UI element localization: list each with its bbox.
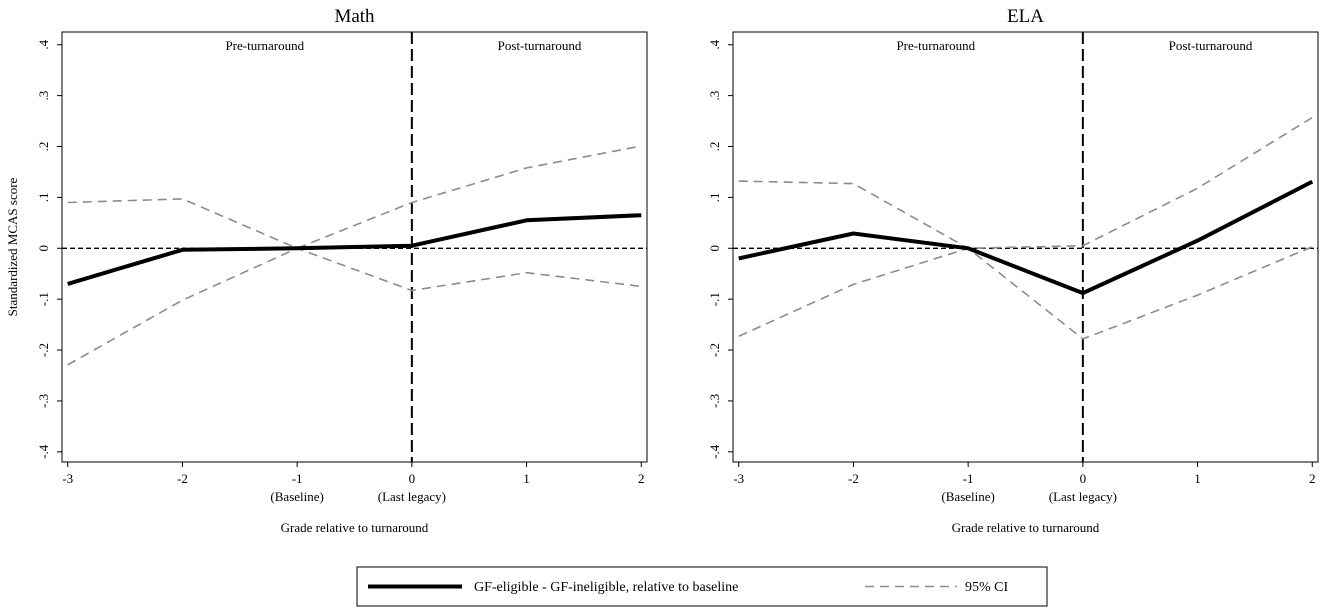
- x-tick-label: -3: [62, 471, 73, 486]
- x-tick-label: 2: [638, 471, 645, 486]
- panel-title: Math: [334, 6, 375, 27]
- y-tick-label: .3: [707, 91, 722, 101]
- x-tick-label: 1: [523, 471, 530, 486]
- y-tick-label: 0: [36, 245, 51, 252]
- y-tick-label: -.1: [707, 292, 722, 306]
- x-tick-label: -1: [292, 471, 303, 486]
- panel-title: ELA: [1007, 6, 1044, 27]
- x-tick-label: 0: [409, 471, 416, 486]
- y-tick-label: -.2: [707, 343, 722, 357]
- legend-label-ci: 95% CI: [965, 580, 1009, 595]
- y-tick-label: .3: [36, 91, 51, 101]
- y-tick-label: -.4: [36, 444, 51, 459]
- x-tick-sublabel: (Last legacy): [1049, 489, 1117, 504]
- x-tick-sublabel: (Baseline): [941, 489, 994, 504]
- x-tick-label: -1: [963, 471, 974, 486]
- y-tick-label: -.3: [707, 394, 722, 408]
- y-tick-label: .4: [36, 39, 51, 49]
- x-tick-label: -2: [177, 471, 188, 486]
- x-tick-label: 2: [1309, 471, 1316, 486]
- y-tick-label: 0: [707, 245, 722, 252]
- chart-panels: Math -.4 -.3 -.2 -.1 0 .1 .2 .3 .4 -3 -2 -1 (Baseline…: [5, 6, 1319, 535]
- y-tick-label: .2: [36, 142, 51, 152]
- pre-turnaround-label: Pre-turnaround: [896, 38, 975, 53]
- x-axis-label: Grade relative to turnaround: [281, 520, 429, 535]
- legend-label-estimate: GF-eligible - GF-ineligible, relative to…: [474, 580, 738, 595]
- x-tick-label: -2: [848, 471, 859, 486]
- series-estimate-line: [738, 179, 1314, 296]
- y-tick-label: .1: [707, 193, 722, 203]
- legend: GF-eligible - GF-ineligible, relative to…: [356, 566, 1048, 607]
- series-ci-line: [67, 145, 642, 250]
- x-tick-label: 0: [1080, 471, 1087, 486]
- x-axis-label: Grade relative to turnaround: [952, 520, 1100, 535]
- series-ci-line: [67, 247, 642, 366]
- y-tick-label: -.4: [707, 444, 722, 459]
- panel-ela: ELA -.4 -.3 -.2 -.1 0 .1 .2 .3 .4 -3 -2 -1 (Baseline)…: [707, 6, 1319, 535]
- y-tick-label: .2: [707, 142, 722, 152]
- panel-math: Math -.4 -.3 -.2 -.1 0 .1 .2 .3 .4 -3 -2 -1 (Baseline…: [5, 6, 648, 535]
- plot-frame: [732, 31, 1319, 463]
- y-tick-label: .4: [707, 39, 722, 49]
- plot-frame: [61, 31, 648, 463]
- pre-turnaround-label: Pre-turnaround: [225, 38, 304, 53]
- series-estimate-line: [67, 213, 642, 286]
- y-tick-label: -.2: [36, 343, 51, 357]
- y-tick-label: -.1: [36, 292, 51, 306]
- y-axis-label: Standardized MCAS score: [5, 177, 20, 316]
- post-turnaround-label: Post-turnaround: [498, 38, 582, 53]
- post-turnaround-label: Post-turnaround: [1169, 38, 1253, 53]
- series-ci-line: [738, 245, 1313, 340]
- y-tick-label: -.3: [36, 394, 51, 408]
- x-tick-label: 1: [1194, 471, 1201, 486]
- x-tick-sublabel: (Last legacy): [378, 489, 446, 504]
- y-tick-label: .1: [36, 193, 51, 203]
- x-tick-sublabel: (Baseline): [270, 489, 323, 504]
- series-ci-line: [738, 116, 1313, 250]
- x-tick-label: -3: [733, 471, 744, 486]
